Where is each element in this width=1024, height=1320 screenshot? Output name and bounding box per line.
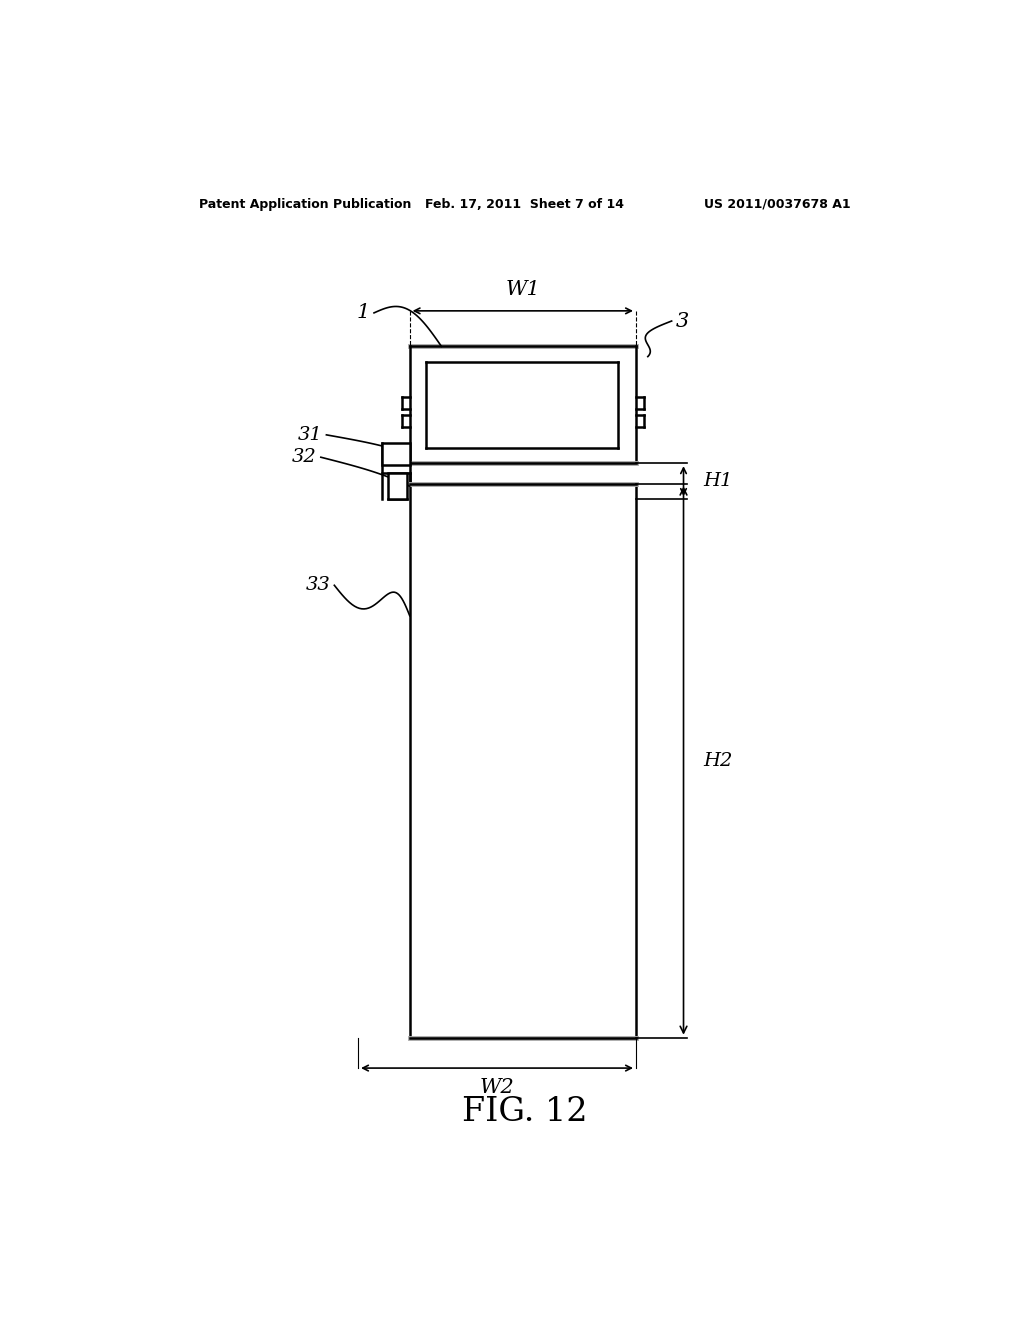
Text: 32: 32 — [292, 449, 316, 466]
Text: W1: W1 — [506, 280, 541, 298]
Text: US 2011/0037678 A1: US 2011/0037678 A1 — [703, 198, 850, 211]
Bar — [387, 474, 407, 499]
Text: H2: H2 — [703, 751, 733, 770]
Text: Feb. 17, 2011  Sheet 7 of 14: Feb. 17, 2011 Sheet 7 of 14 — [425, 198, 625, 211]
Text: H1: H1 — [703, 473, 733, 490]
Text: W2: W2 — [479, 1078, 514, 1097]
Bar — [382, 444, 410, 466]
Text: Patent Application Publication: Patent Application Publication — [200, 198, 412, 211]
Text: 31: 31 — [298, 426, 323, 444]
Text: 3: 3 — [676, 312, 689, 330]
Text: 1: 1 — [356, 304, 370, 322]
Text: FIG. 12: FIG. 12 — [462, 1096, 588, 1127]
Text: 33: 33 — [305, 577, 331, 594]
